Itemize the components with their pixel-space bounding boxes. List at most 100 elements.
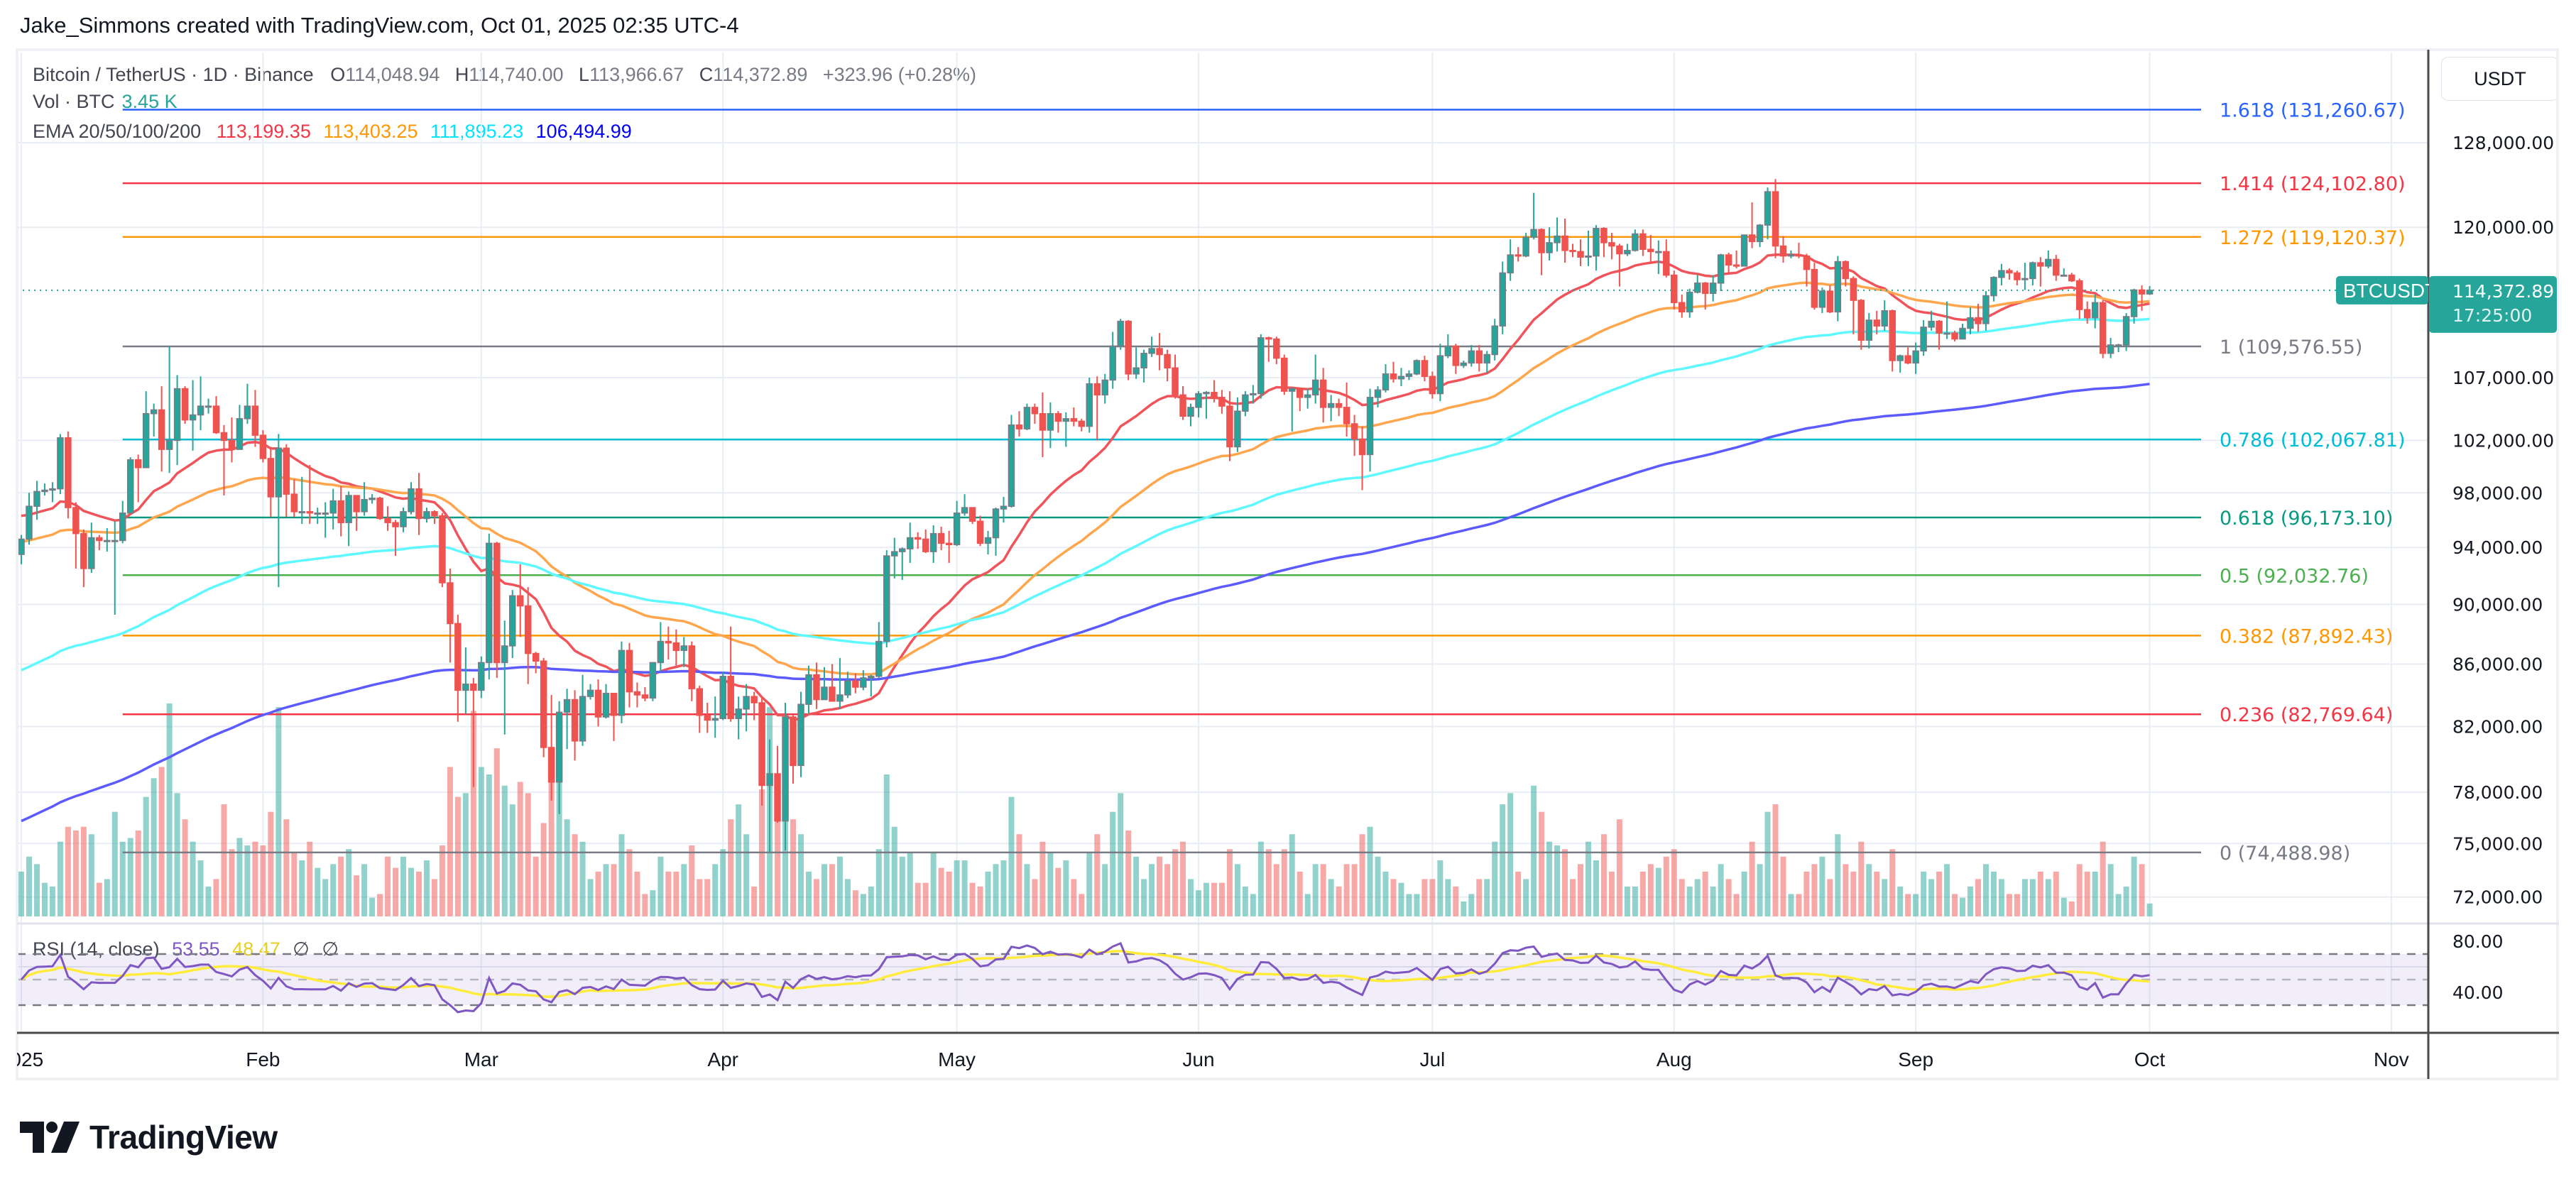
candle <box>1039 392 1047 458</box>
volume-legend: Vol · BTC 3.45 K <box>33 91 185 113</box>
candle <box>1803 253 1811 287</box>
countdown-value: 17:25:00 <box>2452 305 2532 326</box>
ema200-value: 106,494.99 <box>535 121 632 142</box>
symbol-title[interactable]: Bitcoin / TetherUS · 1D · Binance <box>33 64 314 85</box>
candle <box>1483 351 1490 373</box>
tradingview-logo[interactable]: TradingView <box>20 1117 278 1157</box>
candle <box>1693 275 1701 294</box>
candle <box>1982 291 1990 331</box>
candle <box>719 672 726 720</box>
candle <box>1468 344 1475 367</box>
volume-label[interactable]: Vol · BTC <box>33 91 115 112</box>
volume-bar <box>1094 834 1101 916</box>
candle <box>649 662 657 701</box>
low-value: 113,966.67 <box>589 64 684 85</box>
volume-bar <box>736 804 742 916</box>
candle-body <box>2138 289 2146 295</box>
candle <box>1522 232 1529 258</box>
candle <box>1413 359 1421 376</box>
candle-body <box>1873 319 1880 327</box>
candle <box>1140 349 1147 383</box>
candle-body <box>1164 354 1171 368</box>
volume-bar <box>922 882 929 916</box>
candle <box>829 664 836 702</box>
volume-bar <box>1624 886 1630 916</box>
volume-bar <box>1218 882 1225 916</box>
candle <box>727 626 734 722</box>
time-tick-label: May <box>938 1048 976 1070</box>
fib-retracement[interactable]: 1.618 (131,260.67) 1.414 (124,102.80) 1.27… <box>122 100 2406 865</box>
candle <box>743 684 750 732</box>
candle-body <box>914 537 922 540</box>
volume-bar <box>1351 864 1358 916</box>
candle <box>1000 496 1008 523</box>
volume-bar <box>1125 830 1132 916</box>
candle-body <box>711 718 719 721</box>
candle-body <box>1857 300 1865 341</box>
candle-body <box>1772 191 1779 247</box>
volume-bar <box>1211 882 1217 916</box>
candle-body <box>2075 280 2083 310</box>
volume-bar <box>1523 879 1529 916</box>
candle-body <box>571 698 579 742</box>
candle <box>33 481 40 520</box>
volume-bar <box>478 767 484 916</box>
candle-body <box>134 459 142 469</box>
fib-level-label: 1.272 (119,120.37) <box>2220 227 2406 249</box>
candle <box>906 522 914 563</box>
rsi-label[interactable]: RSI (14, close) <box>33 938 160 960</box>
candle <box>1093 376 1101 441</box>
candle <box>1195 391 1202 418</box>
price-axis[interactable]: 128,000.00 120,000.00 107,000.00 102,000.00… <box>2336 133 2557 1003</box>
candle <box>626 642 633 708</box>
ema-label[interactable]: EMA 20/50/100/200 <box>33 121 202 142</box>
candle <box>2061 268 2068 277</box>
candle-body <box>797 703 804 767</box>
candle <box>283 444 290 517</box>
candle-body <box>626 650 633 693</box>
volume-bar <box>1195 890 1201 916</box>
candle <box>1787 250 1795 258</box>
volume-bar <box>1882 879 1888 916</box>
currency-button[interactable]: USDT <box>2441 57 2559 101</box>
candle-body <box>1413 360 1421 375</box>
candle <box>2122 313 2130 351</box>
volume-bar <box>1461 901 1467 916</box>
candle-body <box>259 434 267 459</box>
volume-bar <box>2061 897 2067 916</box>
volume-bar <box>2045 879 2051 916</box>
candle-body <box>540 660 547 748</box>
candle-body <box>1834 261 1842 313</box>
volume-bar <box>1133 856 1140 916</box>
candle-body <box>1530 229 1537 238</box>
candle-body <box>1483 354 1490 364</box>
volume-bar <box>1375 856 1381 916</box>
candle <box>1281 354 1288 395</box>
candle-body <box>1554 235 1561 243</box>
candle-body <box>1054 412 1062 422</box>
candle-body <box>1460 362 1468 366</box>
volume-bar <box>1850 871 1857 916</box>
candle <box>968 507 976 525</box>
candle-body <box>953 513 961 546</box>
candle-body <box>852 680 859 688</box>
volume-bar <box>158 767 165 916</box>
volume-value: 3.45 K <box>121 91 178 112</box>
candle <box>111 521 119 615</box>
volume-bar <box>836 856 843 916</box>
candle-body <box>1818 290 1826 308</box>
time-tick-label: Jul <box>1419 1048 1445 1070</box>
candle <box>1772 179 1779 258</box>
candle-body <box>1967 317 1974 329</box>
candle-body <box>1990 277 1997 297</box>
volume-bar <box>338 856 344 916</box>
time-axis[interactable]: 2025 Feb Mar Apr May Jun Jul Aug Sep Oct Nov <box>0 1048 2409 1070</box>
candle <box>2053 255 2060 281</box>
candle <box>797 691 804 777</box>
candle <box>883 550 890 648</box>
candle-body <box>96 537 103 542</box>
candle-body <box>1608 242 1615 247</box>
candle-body <box>181 388 189 421</box>
price-tick-label: 107,000.00 <box>2452 368 2554 388</box>
